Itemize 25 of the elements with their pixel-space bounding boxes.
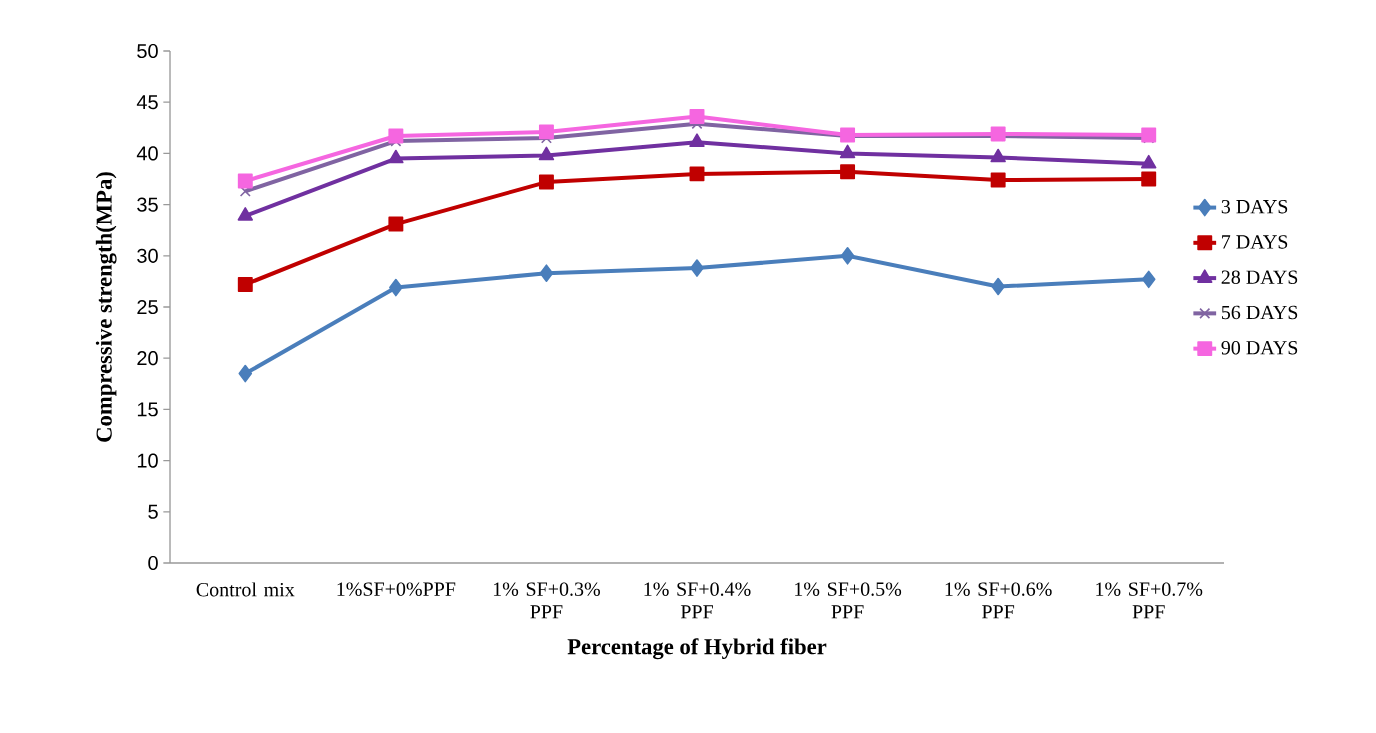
x-tick-label: 1% SF+0.3% PPF xyxy=(493,582,600,619)
y-tick-label: 10 xyxy=(137,453,158,468)
y-tick-label: 15 xyxy=(137,402,158,417)
x-axis-title: Percentage of Hybrid fiber xyxy=(567,638,827,660)
legend-label: 28 DAYS xyxy=(1221,270,1298,284)
legend-label: 7 DAYS xyxy=(1222,235,1288,249)
y-tick-label: 0 xyxy=(148,555,158,571)
y-tick-label: 45 xyxy=(136,95,158,110)
x-tick-label: 1% SF+0.5% PPF xyxy=(795,582,902,619)
x-tick-label: 1% SF+0.7% PPF xyxy=(1096,582,1203,619)
y-axis-title: Compressive strength(MPa) xyxy=(95,172,117,442)
y-tick-label: 5 xyxy=(148,504,158,519)
legend-label: 56 DAYS xyxy=(1221,305,1298,320)
legend-label: 3 DAYS xyxy=(1221,199,1288,214)
x-tick-label: 1% SF+0.6% PPF xyxy=(945,582,1052,619)
x-tick-label: 1% SF+0.4% PPF xyxy=(644,582,751,619)
x-tick-label: 1%SF+0%PPF xyxy=(337,582,456,596)
y-tick-label: 25 xyxy=(137,299,158,315)
y-tick-label: 35 xyxy=(137,197,158,212)
y-tick-label: 40 xyxy=(136,146,158,161)
y-tick-label: 20 xyxy=(137,351,158,366)
x-tick-label: Control mix xyxy=(196,582,295,597)
y-tick-label: 50 xyxy=(137,43,158,59)
legend-label: 90 DAYS xyxy=(1221,340,1298,355)
y-tick-label: 30 xyxy=(137,248,158,263)
